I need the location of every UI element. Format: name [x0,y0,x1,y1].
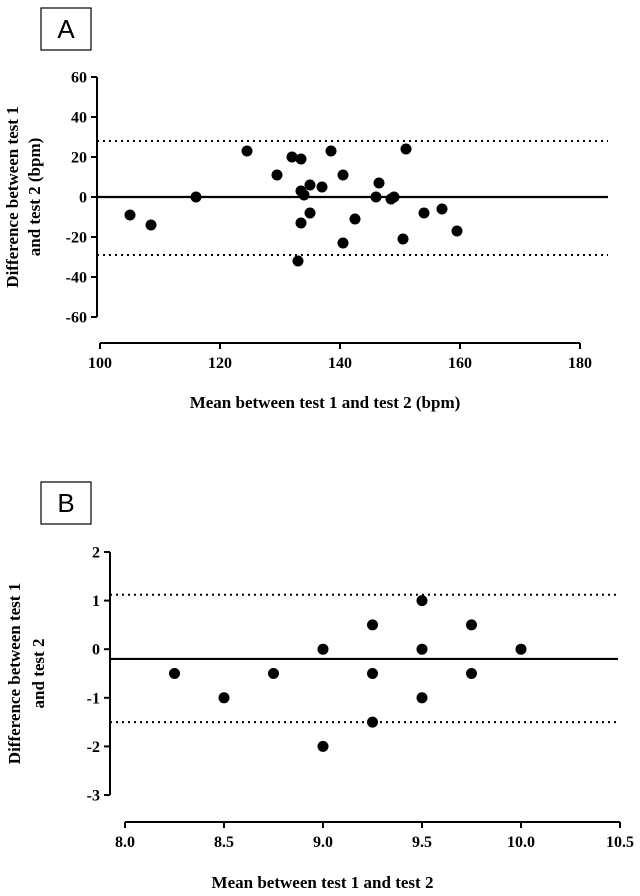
y-tick-label: -3 [87,788,100,805]
y-tick-label: 1 [92,593,100,610]
x-tick-label: 180 [568,355,592,372]
x-tick-label: 120 [208,355,232,372]
panel-label: B [57,488,74,518]
data-point [124,209,136,221]
data-point [466,619,477,631]
data-point [466,668,477,679]
x-tick-label: 9.0 [313,834,333,851]
panel-label-box [40,481,92,525]
x-tick-label: 8.5 [214,834,234,851]
data-point [317,740,329,752]
panel-b: B 2 1 0 -1 -2 -3 8.0 8.5 9.0 9.5 10.0 10.5 Mean betwe… [5,481,634,892]
data-point [337,169,349,181]
y-tick-label: 0 [92,642,100,659]
data-point [416,643,428,655]
y-tick-label: 20 [71,150,87,167]
x-tick-label: 9.5 [412,834,432,851]
data-point [349,213,361,225]
data-point [418,207,430,219]
data-point [373,177,385,189]
y-tick-label: -2 [87,739,100,756]
panel-label-box [40,7,92,51]
data-point [451,225,463,237]
y-tick-label: -40 [66,270,87,287]
data-point [388,191,400,203]
data-point [367,716,378,728]
y-tick-label: 40 [71,110,87,127]
y-axis-title-line: and test 2 (bpm) [25,138,44,257]
data-point [397,233,409,245]
x-axis-title: Mean between test 1 and test 2 [212,873,434,892]
data-point [271,169,283,181]
x-tick-label: 10.5 [606,834,634,851]
data-point [436,203,448,215]
y-tick-label: -20 [66,230,87,247]
panel-label: A [57,14,75,44]
data-point [304,179,316,191]
y-axis-title-line: Difference between test 1 [5,583,24,764]
x-tick-label: 160 [448,355,472,372]
data-point [295,217,307,229]
y-tick-label: -1 [87,690,100,707]
data-point [304,207,316,219]
panel-a: A 60 40 20 0 -20 -40 -60 100 120 140 160 180 Mean bet… [3,7,608,412]
data-point [298,189,310,201]
data-point [145,219,157,231]
data-point [400,143,412,155]
data-point [241,145,253,157]
y-axis-title-line: and test 2 [29,639,48,709]
data-point [316,181,328,193]
data-point [218,692,230,704]
x-tick-label: 10.0 [507,834,535,851]
data-point [190,191,202,203]
data-point [286,151,298,163]
x-tick-label: 8.0 [115,834,135,851]
y-tick-label: 0 [79,190,87,207]
x-axis-title: Mean between test 1 and test 2 (bpm) [190,393,461,412]
data-point [325,145,337,157]
y-axis-title-line: Difference between test 1 [3,106,22,287]
data-point [370,191,382,203]
data-point [169,668,180,679]
x-tick-label: 140 [328,355,352,372]
data-point [292,255,304,267]
data-point [295,153,307,165]
data-point [367,619,378,631]
data-point [367,668,378,679]
data-point [416,595,428,607]
data-point [416,692,428,704]
data-point [268,668,279,679]
y-tick-label: 60 [71,70,87,87]
y-tick-label: -60 [66,310,87,327]
y-tick-label: 2 [92,545,100,562]
data-point [317,643,329,655]
x-tick-label: 100 [88,355,112,372]
data-point [337,237,349,249]
data-point [515,643,527,655]
